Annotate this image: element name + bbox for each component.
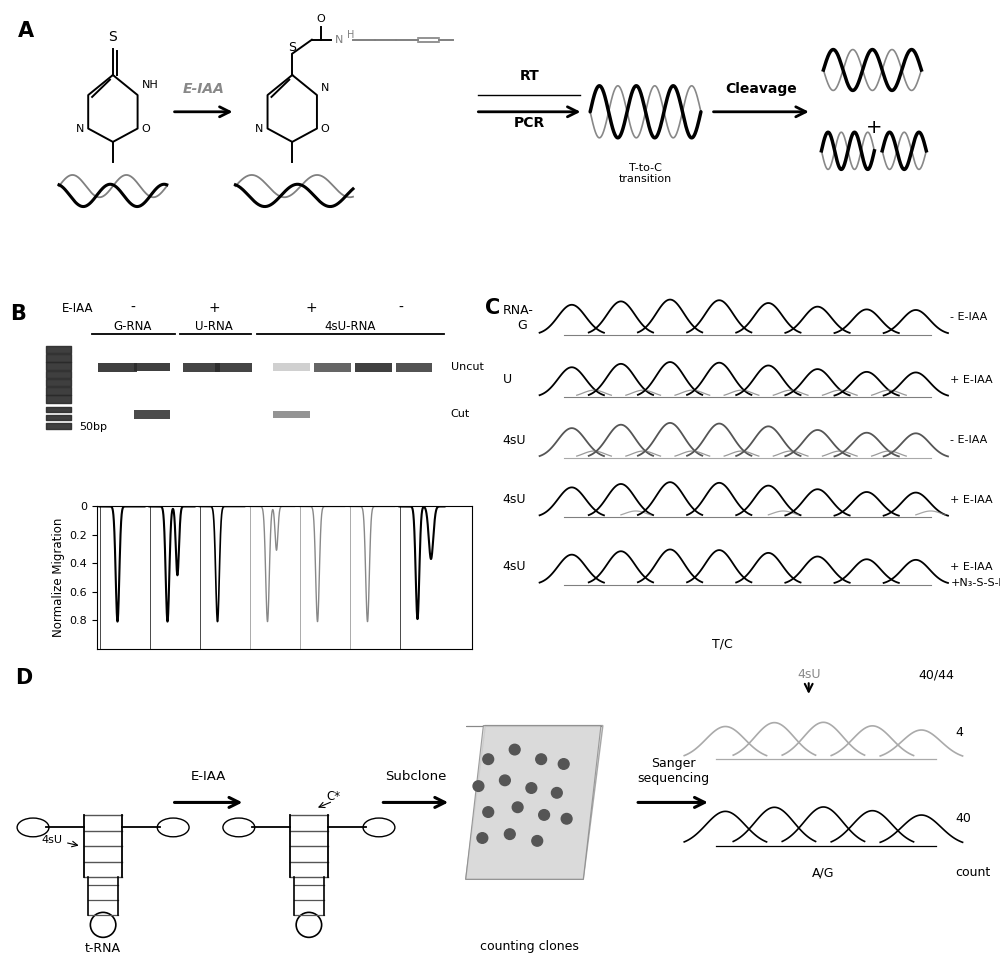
Text: 40: 40 xyxy=(956,812,972,825)
Text: A/G: A/G xyxy=(812,866,835,879)
Text: +: + xyxy=(305,301,317,315)
Bar xyxy=(134,363,170,372)
Text: U-RNA: U-RNA xyxy=(195,319,233,333)
Text: N: N xyxy=(255,124,264,134)
Text: 4sU: 4sU xyxy=(797,668,820,681)
Text: G-RNA: G-RNA xyxy=(113,319,152,333)
Text: + E-IAA: + E-IAA xyxy=(950,495,993,505)
Bar xyxy=(396,363,432,372)
Circle shape xyxy=(477,832,488,844)
Text: RNA-: RNA- xyxy=(502,305,533,317)
Text: S: S xyxy=(288,40,296,54)
Text: Cut: Cut xyxy=(451,409,470,419)
Text: PCR: PCR xyxy=(514,116,545,130)
Text: T/C: T/C xyxy=(712,637,733,651)
Circle shape xyxy=(558,759,569,769)
Text: Sanger
sequencing: Sanger sequencing xyxy=(637,756,710,785)
Text: O: O xyxy=(316,13,325,24)
Text: NH: NH xyxy=(142,81,158,90)
Circle shape xyxy=(532,835,543,847)
Text: +: + xyxy=(208,301,220,315)
Bar xyxy=(98,363,137,372)
Text: C: C xyxy=(485,298,500,318)
Text: 4sU-RNA: 4sU-RNA xyxy=(324,319,375,333)
Text: 4sU: 4sU xyxy=(502,493,526,506)
Text: N: N xyxy=(76,124,84,134)
Bar xyxy=(314,363,351,372)
Text: - E-IAA: - E-IAA xyxy=(950,312,988,322)
Text: 50bp: 50bp xyxy=(79,422,107,431)
Circle shape xyxy=(539,809,549,821)
Text: -: - xyxy=(399,301,404,315)
Circle shape xyxy=(536,753,547,765)
Text: U: U xyxy=(502,373,512,386)
Text: O: O xyxy=(321,124,330,134)
Bar xyxy=(355,363,392,372)
Text: t-RNA: t-RNA xyxy=(85,942,121,955)
Text: Uncut: Uncut xyxy=(451,361,484,372)
Circle shape xyxy=(561,813,572,824)
Text: E-IAA: E-IAA xyxy=(183,82,224,95)
Circle shape xyxy=(500,775,510,786)
Bar xyxy=(215,363,252,372)
Circle shape xyxy=(526,782,537,794)
Circle shape xyxy=(509,744,520,755)
Text: + E-IAA: + E-IAA xyxy=(950,562,993,572)
Text: N: N xyxy=(335,35,344,45)
Text: B: B xyxy=(10,304,26,324)
Text: T-to-C
transition: T-to-C transition xyxy=(618,162,672,185)
Circle shape xyxy=(512,801,523,813)
Bar xyxy=(273,363,310,372)
Circle shape xyxy=(483,753,494,765)
Text: 4sU: 4sU xyxy=(42,835,63,845)
Polygon shape xyxy=(466,726,603,879)
Text: + E-IAA: + E-IAA xyxy=(950,375,993,384)
Text: C*: C* xyxy=(326,790,340,802)
Circle shape xyxy=(473,780,484,792)
Text: N: N xyxy=(321,84,329,93)
Text: 4: 4 xyxy=(956,726,964,739)
Text: 40/44: 40/44 xyxy=(918,668,954,681)
Bar xyxy=(134,410,170,419)
Circle shape xyxy=(504,828,515,840)
Text: E-IAA: E-IAA xyxy=(62,302,93,315)
Text: D: D xyxy=(15,668,32,688)
Text: count: count xyxy=(956,866,991,879)
Bar xyxy=(183,363,220,372)
Text: - E-IAA: - E-IAA xyxy=(950,435,988,446)
Text: +: + xyxy=(866,118,883,137)
Circle shape xyxy=(551,788,562,798)
Text: A: A xyxy=(18,21,34,40)
Circle shape xyxy=(483,807,494,817)
Text: H: H xyxy=(347,30,354,40)
Text: O: O xyxy=(142,124,150,134)
Text: counting clones: counting clones xyxy=(480,940,579,953)
Polygon shape xyxy=(466,726,601,879)
Text: Cleavage: Cleavage xyxy=(725,82,797,95)
Text: E-IAA: E-IAA xyxy=(190,770,226,783)
Text: 4sU: 4sU xyxy=(502,434,526,447)
Text: Subclone: Subclone xyxy=(385,770,446,783)
Bar xyxy=(273,410,310,418)
Text: 4sU: 4sU xyxy=(502,560,526,574)
Text: S: S xyxy=(109,31,117,44)
Text: G: G xyxy=(517,319,527,332)
Y-axis label: Normalize Migration: Normalize Migration xyxy=(52,518,65,637)
Text: RT: RT xyxy=(520,69,539,84)
Text: -: - xyxy=(130,301,135,315)
Text: +N₃-S-S-Bio: +N₃-S-S-Bio xyxy=(950,578,1000,588)
